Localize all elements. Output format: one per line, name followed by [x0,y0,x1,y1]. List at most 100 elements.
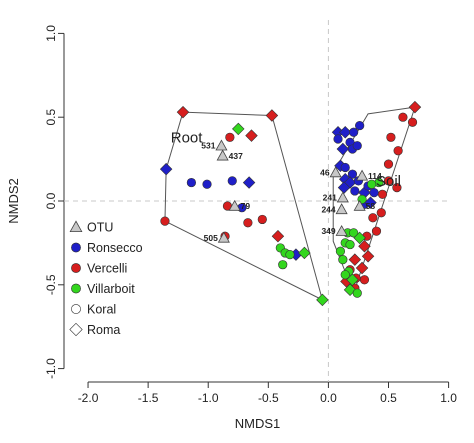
point-ronsecco [340,162,350,173]
legend-marker-koral [71,304,81,314]
otu-markers: 531 437 79 505 46 114 241 58 244 349 [201,139,382,243]
point-villarboit [285,250,295,260]
legend-marker-villarboit [71,283,81,294]
point-vercelli [383,159,394,169]
x-axis-label: NMDS1 [235,416,281,431]
hull-root [164,111,324,301]
point-ronsecco [336,142,350,156]
y-tick-label: -1.0 [44,358,58,379]
otu-marker [335,224,348,236]
otu-label: 58 [366,201,376,211]
group-hulls [164,106,416,301]
otu-label: 505 [204,233,218,243]
point-vercelli [392,182,402,193]
otu-label: 349 [321,226,335,236]
group-labels: Root Soil [171,129,401,190]
point-ronsecco [352,141,362,151]
point-villarboit [316,293,329,307]
point-vercelli [271,229,285,243]
point-vercelli [408,100,422,114]
point-villarboit [278,260,288,270]
otu-marker [353,199,366,211]
point-villarboit [340,270,350,280]
otu-marker [228,199,241,211]
legend-label-villarboit: Villarboit [87,282,135,296]
point-vercelli [371,226,382,236]
point-vercelli [386,132,396,142]
point-ronsecco [347,169,358,179]
point-ronsecco [202,179,212,189]
point-ronsecco [227,176,237,186]
point-vercelli [359,275,370,285]
point-vercelli [393,146,403,156]
otu-label: 79 [241,201,251,211]
point-vercelli [407,117,418,127]
x-tick-label: -2.0 [78,391,99,405]
group-label-root: Root [171,129,204,146]
x-tick-label: 0.5 [380,391,397,405]
reference-lines [64,20,451,382]
point-vercelli [398,112,408,122]
point-vercelli [176,105,190,119]
point-vercelli [265,109,279,122]
point-vercelli [383,176,394,186]
otu-label: 244 [321,204,335,214]
point-villarboit [335,246,346,256]
point-villarboit [232,122,245,136]
point-ronsecco [186,177,196,188]
legend-marker-otu [69,220,83,233]
group-label-soil: Soil [376,173,401,190]
point-ronsecco [355,120,365,131]
x-tick-label: 1.0 [440,391,457,405]
point-vercelli [368,213,378,223]
y-tick-label: -0.5 [44,274,58,295]
y-tick-label: 0.0 [44,192,58,209]
y-axis-label: NMDS2 [6,178,21,224]
point-ronsecco [339,126,352,139]
otu-marker [336,191,349,203]
legend-label-roma: Roma [87,323,120,337]
otu-marker [215,139,228,151]
point-vercelli [348,253,362,266]
otu-label: 241 [323,193,337,203]
point-vercelli [257,214,267,225]
point-vercelli [225,132,235,142]
otu-marker [356,169,369,181]
point-ronsecco [333,134,343,144]
point-vercelli [160,216,170,226]
otu-marker [217,231,230,243]
legend-label-ronsecco: Ronsecco [87,241,143,255]
x-axis-ticks: -2.0 -1.5 -1.0 -0.5 0.0 0.5 1.0 [78,382,457,405]
x-tick-label: -1.5 [138,391,159,405]
legend-marker-vercelli [71,263,81,273]
x-tick-label: 0.0 [320,391,337,405]
point-villarboit [349,228,359,238]
legend-label-vercelli: Vercelli [87,262,127,276]
point-ronsecco [159,162,173,176]
point-ronsecco [337,181,351,194]
point-vercelli [358,240,371,253]
legend-marker-roma [69,322,83,337]
x-tick-label: -0.5 [258,391,279,405]
otu-label: 437 [229,151,243,161]
point-vercelli [245,129,258,142]
point-vercelli [361,250,375,263]
legend-marker-ronsecco [71,242,81,253]
legend-label-otu: OTU [87,221,113,235]
y-axis-ticks: -1.0 -0.5 0.0 0.5 1.0 [44,25,64,379]
point-ronsecco [350,186,360,196]
point-vercelli [243,218,253,228]
x-tick-label: -1.0 [198,391,219,405]
point-villarboit [345,239,355,250]
point-villarboit [352,288,362,298]
point-vercelli [377,189,388,199]
otu-marker [216,149,229,161]
otu-label: 114 [368,171,382,181]
point-villarboit [367,179,377,189]
point-villarboit [338,255,348,265]
y-tick-label: 1.0 [44,25,58,42]
point-ronsecco [349,127,359,137]
point-villarboit [353,231,366,245]
point-villarboit [298,246,311,260]
